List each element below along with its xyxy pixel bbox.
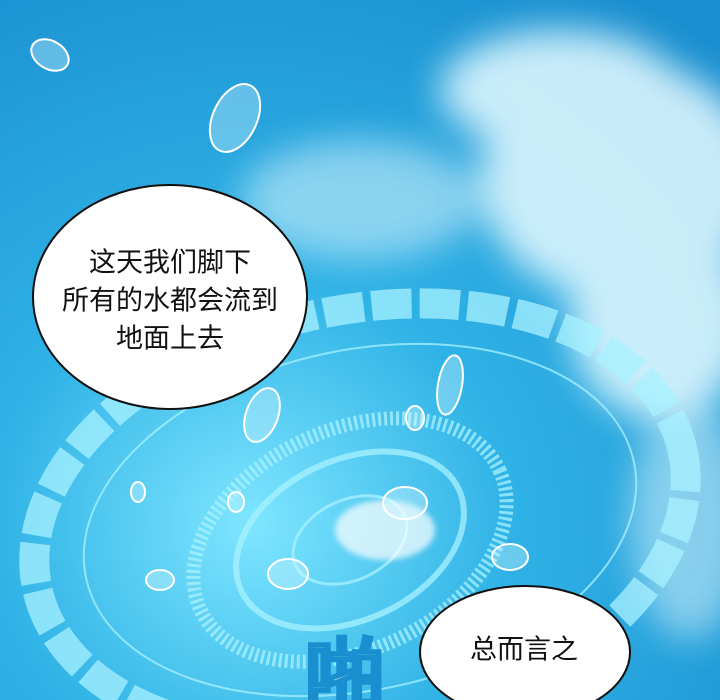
bubble-text: 总而言之 [470, 635, 578, 666]
speech-bubble [32, 184, 308, 410]
bubble-text: 地面上去 [116, 324, 224, 355]
sound-effect: 啪 [305, 631, 385, 700]
bubble-text: 所有的水都会流到 [62, 286, 278, 317]
speech-bubble [419, 585, 631, 700]
magic-circle [19, 288, 701, 700]
glow [335, 500, 435, 560]
clouds [240, 30, 720, 640]
water-drops [30, 38, 529, 591]
bubble-text: 这天我们脚下 [89, 248, 251, 279]
